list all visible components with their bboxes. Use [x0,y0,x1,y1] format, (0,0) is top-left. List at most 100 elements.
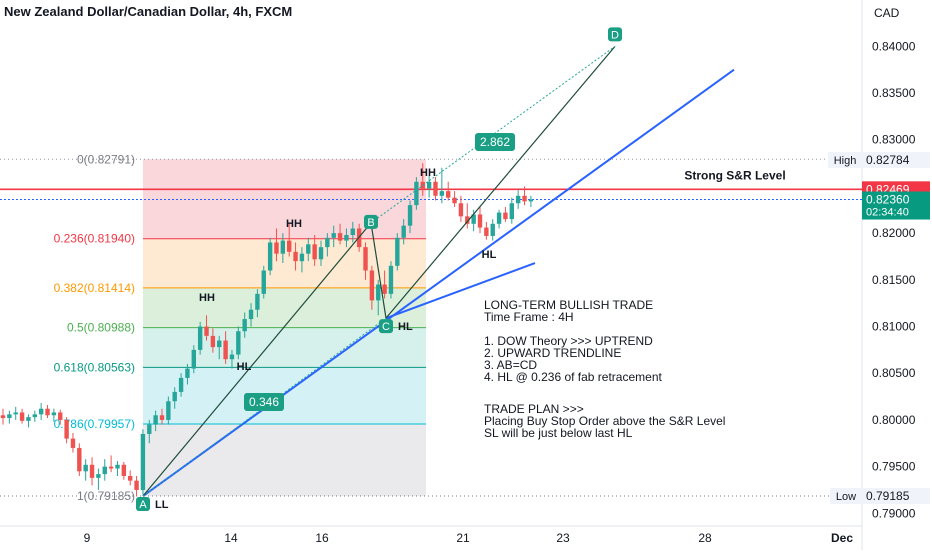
candle [255,293,260,310]
trendline-c [385,262,536,320]
note-title: LONG-TERM BULLISH TRADE [484,298,653,312]
candle [446,191,451,198]
ratio-badge [475,133,515,151]
currency-label: CAD [874,6,900,20]
candle [369,270,375,301]
high-label: High [834,155,857,167]
candle [204,326,209,336]
candle [96,474,101,478]
x-tick-label: 14 [224,531,238,545]
candle [509,203,514,220]
candle [191,349,196,369]
candle [490,223,495,236]
point-badge [136,497,150,512]
point-badge [608,27,622,42]
candle [280,240,286,254]
candle [261,270,266,294]
candle [45,408,50,416]
candle [248,309,254,320]
low-price: 0.79185 [866,489,910,503]
candle [153,415,158,425]
candle [350,228,355,236]
point-label: B [367,217,374,229]
swing-label: HH [199,292,215,304]
candle [178,377,184,392]
candle [414,181,419,206]
candle [376,284,381,301]
note-item: 4. HL @ 0.236 of fab retracement [484,370,662,384]
point-badge [364,214,378,229]
candle [293,251,298,262]
swing-label: HL [482,249,497,261]
candle [426,181,432,189]
low-price-box [862,488,930,505]
candle [140,433,146,490]
sr-level-label: Strong S&R Level [684,168,785,182]
point-label: C [382,321,390,333]
candle [229,354,235,360]
fib-zone [143,327,426,368]
candle [242,319,247,332]
ratio-label: 0.346 [249,395,279,409]
y-tick-label: 0.80000 [872,413,916,427]
high-label-box [828,151,862,168]
fib-level-label: 0.382(0.81414) [54,281,135,295]
candle [306,244,311,254]
candle [19,412,25,421]
cd-leg [385,45,616,319]
fib-level-label: 1(0.79185) [77,489,135,503]
fib-level-label: 0.236(0.81940) [54,232,135,246]
last-price-box [862,191,930,220]
point-tag: HL [398,321,413,333]
candle [382,284,387,294]
swing-label: HH [286,218,302,230]
candle [13,412,18,415]
ab-leg [142,222,372,497]
candle [299,253,305,262]
candle [363,247,368,271]
candle [217,340,222,348]
candle [407,205,413,226]
low-label: Low [836,491,856,503]
candle [83,464,88,472]
candle [484,227,489,236]
candle [166,401,171,420]
note-item: 2. UPWARD TRENDLINE [484,346,621,360]
candle [64,419,69,439]
candle [32,414,37,418]
high-price-box [862,151,930,168]
fib-level-label: 0(0.82791) [77,152,135,166]
candle [337,233,343,241]
candle [401,225,406,238]
candle [128,475,133,481]
x-tick-label: 28 [698,531,712,545]
candle [465,216,470,224]
bc-leg [370,222,387,319]
candle [197,326,203,350]
candle [134,480,139,490]
point-label: A [139,499,147,511]
candle [185,368,190,378]
y-tick-label: 0.82000 [872,226,916,240]
candle [223,340,228,360]
candle [159,415,165,420]
note-timeframe: Time Frame : 4H [484,310,574,324]
low-label-box [830,488,862,505]
x-tick-label: Dec [831,531,853,545]
candle [503,212,508,220]
plan-item: Placing Buy Stop Order above the S&R Lev… [484,414,725,428]
candle [331,233,336,238]
candle [287,240,292,252]
candle [108,466,114,469]
plan-item: SL will be just below last HL [484,426,633,440]
candle [70,438,76,448]
candle [172,391,177,402]
fib-level-label: 0.786(0.79957) [54,417,135,431]
candle [115,464,120,469]
fib-zone [143,159,426,239]
x-tick-label: 23 [556,531,570,545]
y-tick-label: 0.83000 [872,133,916,147]
candle [267,242,273,271]
